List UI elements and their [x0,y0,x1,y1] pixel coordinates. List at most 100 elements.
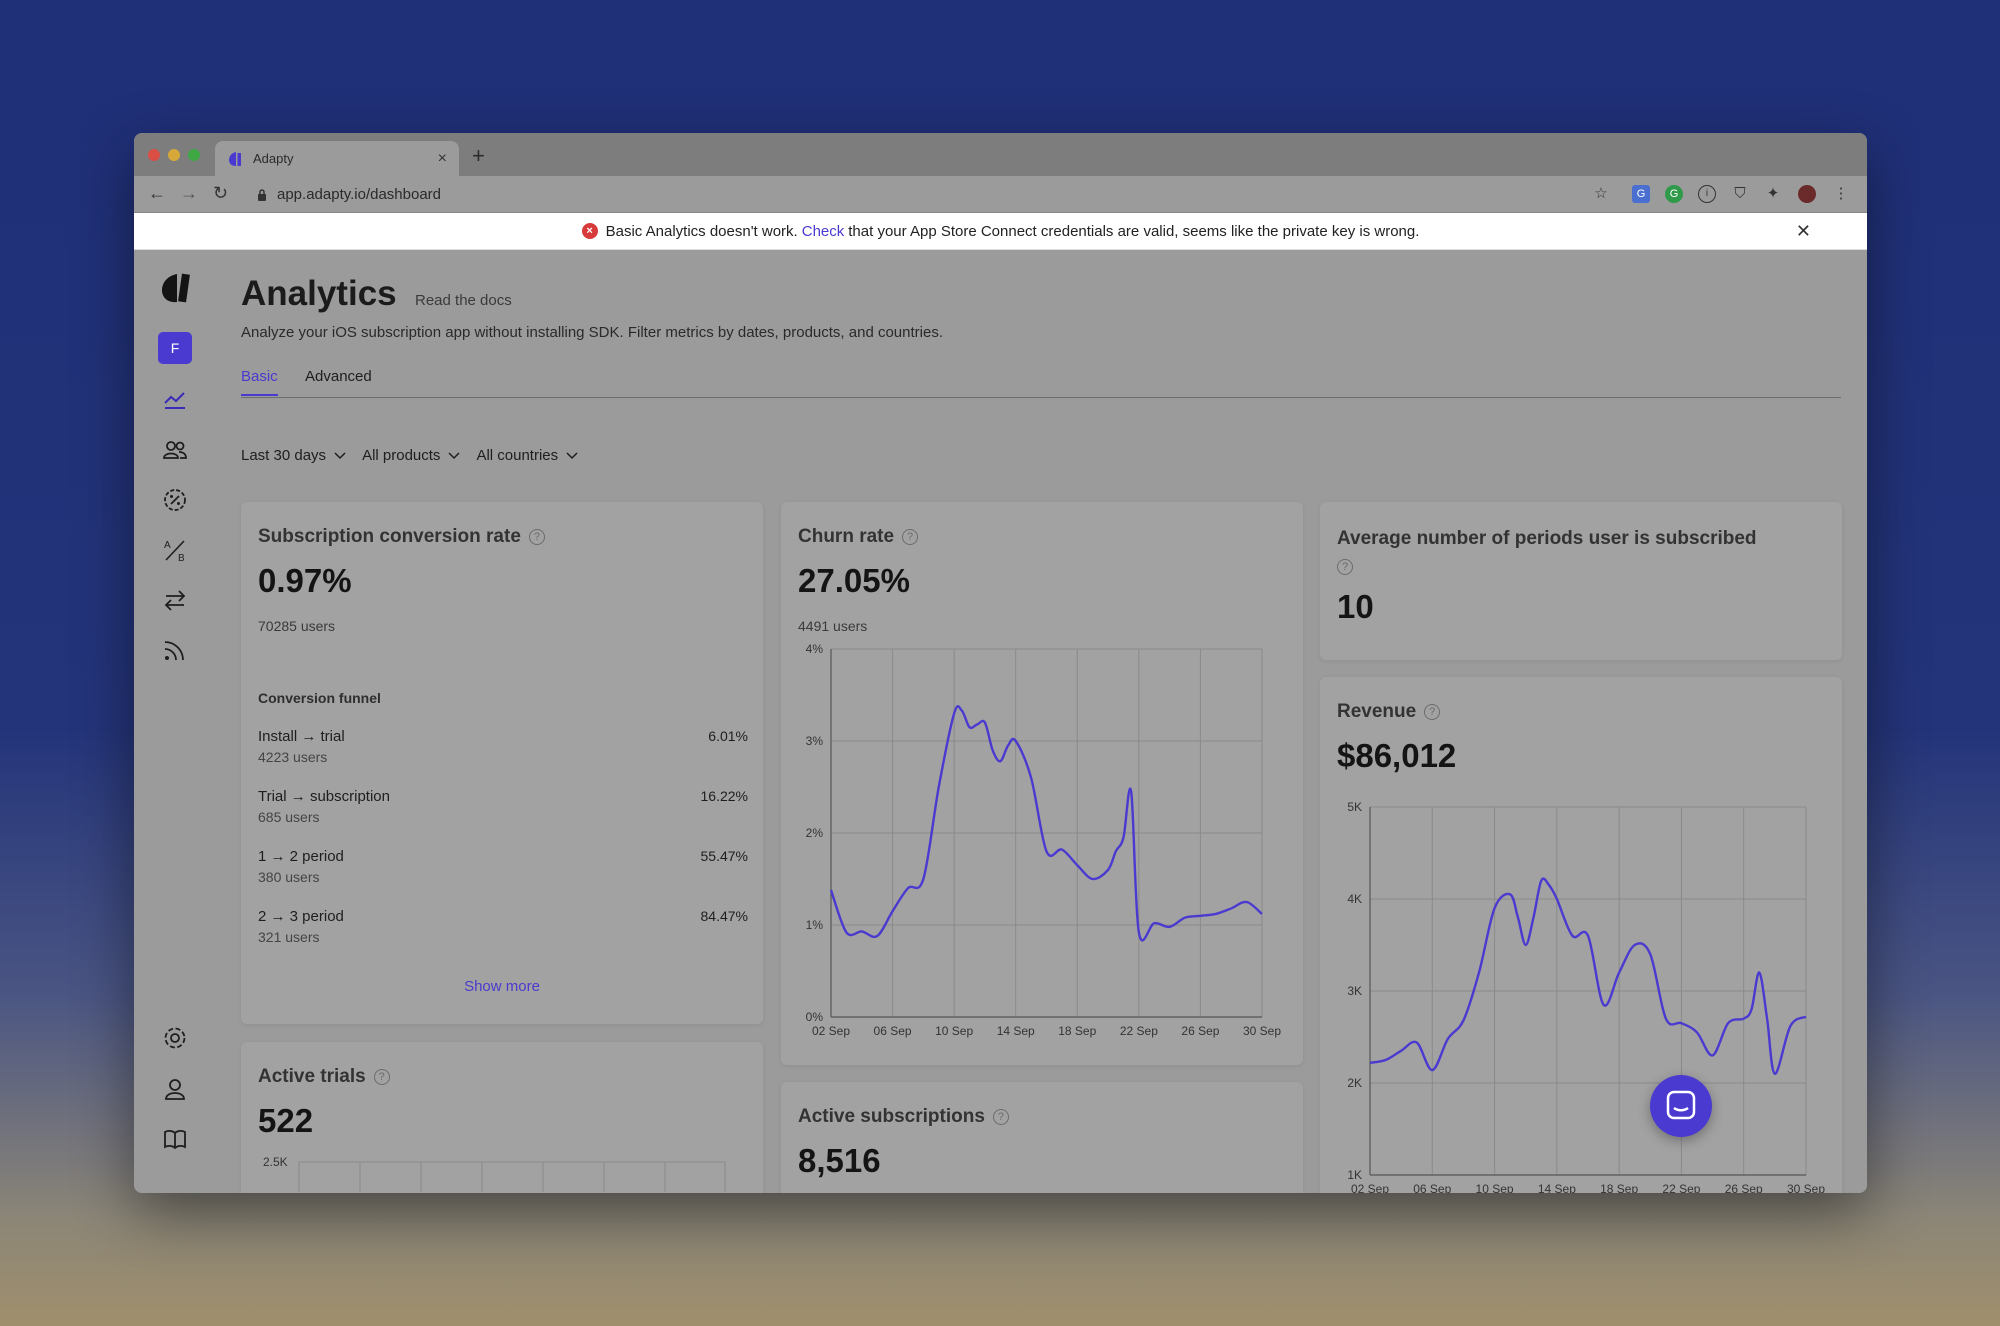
workspace-avatar[interactable]: F [158,332,192,364]
conversion-rate-card: Subscription conversion rate ? 0.97% 702… [241,502,763,1024]
rss-feed-icon[interactable] [162,637,188,663]
browser-window: Adapty × + ← → ↻ app.adapty.io/dashboard… [134,133,1867,1193]
funnel-users: 380 users [258,869,320,885]
help-question-icon[interactable]: ? [1424,704,1441,720]
help-question-icon[interactable]: ? [373,1069,390,1085]
back-arrow-icon[interactable]: ← [148,183,166,203]
banner-check-link[interactable]: Check [801,222,845,240]
funnel-label: Trial → subscription [258,788,390,805]
active-trials-title-text: Active trials [258,1066,366,1087]
read-docs-link[interactable]: Read the docs [415,292,512,309]
x-tick-label: 10 Sep [935,1024,973,1038]
close-tab-icon[interactable]: × [437,149,447,167]
show-more-link[interactable]: Show more [464,978,540,995]
x-tick-label: 22 Sep [1120,1024,1158,1038]
y-tick-label: 4% [806,642,824,656]
active-subs-title-text: Active subscriptions [798,1106,985,1127]
close-banner-icon[interactable]: ✕ [1795,221,1811,241]
maximize-window-button[interactable] [188,149,200,161]
x-tick-label: 10 Sep [1476,1182,1514,1193]
series-line [1369,877,1807,1076]
svg-text:B: B [178,553,185,563]
active-trials-card: Active trials ? 522 2.5K [241,1042,763,1193]
adapty-favicon-icon [229,151,241,166]
browser-tab[interactable]: Adapty × [215,141,459,176]
close-window-button[interactable] [148,149,160,161]
analytics-chart-icon[interactable] [162,387,188,413]
date-range-filter[interactable]: Last 30 days [241,447,346,464]
y-tick-label: 0% [806,1010,824,1024]
revenue-card-title: Revenue ? [1337,701,1441,723]
active-trials-title: Active trials ? [258,1066,390,1088]
help-question-icon[interactable]: ? [1337,559,1353,575]
address-bar[interactable]: app.adapty.io/dashboard [257,186,441,203]
docs-book-icon[interactable] [162,1126,188,1152]
funnel-label: Install → trial [258,728,345,745]
countries-filter[interactable]: All countries [476,447,578,464]
account-user-icon[interactable] [162,1076,188,1102]
revenue-title-text: Revenue [1337,701,1417,722]
chevron-down-icon [566,451,578,459]
sidebar: F A B [134,250,216,1193]
funnel-pct: 55.47% [700,848,748,864]
y-tick-label: 1% [806,918,824,932]
funnel-pct: 84.47% [700,908,748,924]
shield-extension-icon[interactable]: ⛉ [1734,185,1746,202]
profile-avatar[interactable] [1798,185,1816,203]
reload-icon[interactable]: ↻ [213,183,229,203]
help-question-icon[interactable]: ? [992,1109,1009,1125]
y-tick-label: 1K [1347,1168,1362,1182]
translate-extension-icon[interactable]: G [1632,185,1650,203]
funnel-pct: 16.22% [700,788,748,804]
help-question-icon[interactable]: ? [528,529,545,545]
countries-label: All countries [476,447,559,464]
tab-basic[interactable]: Basic [241,368,278,396]
chat-bubble-icon [1666,1090,1696,1120]
funnel-row: 1 → 2 period 380 users 55.47% [258,848,748,885]
date-range-label: Last 30 days [241,447,327,464]
transfer-arrows-icon[interactable] [162,587,188,613]
browser-menu-icon[interactable]: ⋮ [1833,185,1849,202]
active-subscriptions-card: Active subscriptions ? 8,516 [781,1082,1303,1193]
ab-test-icon[interactable]: A B [162,537,188,563]
new-tab-icon[interactable]: + [472,143,485,168]
forward-arrow-icon[interactable]: → [180,183,198,203]
funnel-label: 1 → 2 period [258,848,344,865]
minimize-window-button[interactable] [168,149,180,161]
conversion-card-title: Subscription conversion rate ? [258,526,545,548]
help-question-icon[interactable]: ? [902,529,919,545]
conversion-users: 70285 users [258,618,336,634]
churn-rate-card: Churn rate ? 27.05% 4491 users 0% 1% 2% 3% 4… [781,502,1303,1065]
funnel-users: 321 users [258,929,320,945]
chevron-down-icon [334,451,346,459]
products-filter[interactable]: All products [362,447,460,464]
x-tick-label: 02 Sep [1351,1182,1389,1193]
page-subtitle: Analyze your iOS subscription app withou… [241,324,943,341]
users-icon[interactable] [162,437,188,463]
tab-advanced[interactable]: Advanced [305,368,372,385]
churn-value: 27.05% [798,562,910,599]
active-trials-y-label: 2.5K [263,1155,288,1169]
promo-discount-icon[interactable] [162,487,188,513]
funnel-row: Install → trial 4223 users 6.01% [258,728,748,765]
active-subs-value: 8,516 [798,1142,881,1179]
extensions-puzzle-icon[interactable]: ✦ [1766,185,1780,202]
tab-bar: Adapty × + [134,133,1867,176]
grammarly-extension-icon[interactable]: G [1665,185,1683,203]
conversion-title-text: Subscription conversion rate [258,526,521,547]
password-extension-icon[interactable]: i [1698,185,1716,203]
x-tick-label: 18 Sep [1058,1024,1096,1038]
y-tick-label: 3% [806,734,824,748]
funnel-users: 4223 users [258,749,328,765]
series-line [829,705,1263,942]
tab-title: Adapty [253,151,294,166]
x-tick-label: 30 Sep [1243,1024,1281,1038]
bookmark-star-icon[interactable]: ☆ [1594,185,1608,202]
settings-gear-icon[interactable] [162,1025,188,1051]
funnel-row: 2 → 3 period 321 users 84.47% [258,908,748,945]
y-tick-label: 4K [1347,892,1362,906]
banner-text-after: that your App Store Connect credentials … [848,222,1420,240]
x-tick-label: 02 Sep [812,1024,850,1038]
x-tick-label: 06 Sep [874,1024,912,1038]
support-chat-button[interactable] [1650,1075,1712,1137]
